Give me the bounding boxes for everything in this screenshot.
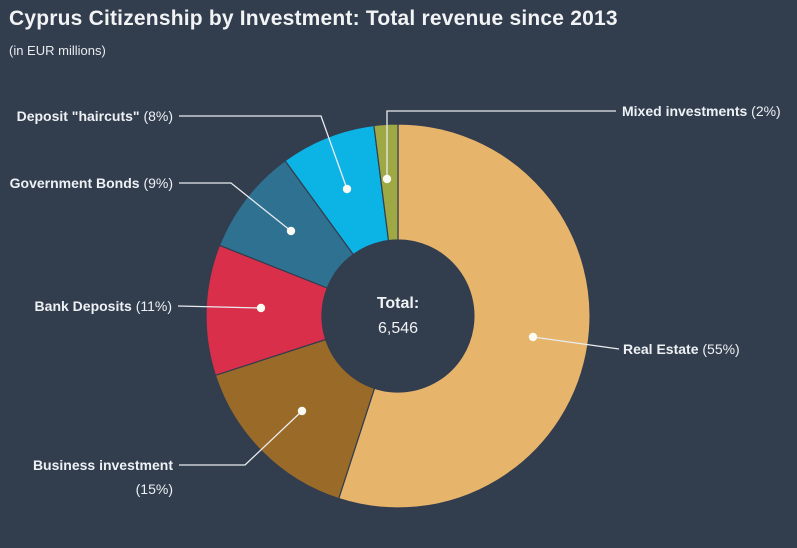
label-business-investment-pct: (15%) [135,481,173,497]
label-real-estate-name: Real Estate [623,341,699,357]
label-bank-deposits: Bank Deposits (11%) [35,297,172,315]
chart-title: Cyprus Citizenship by Investment: Total … [9,7,618,30]
callout-dot-mixed-investments [382,174,392,184]
label-business-investment-name: Business investment [32,457,173,473]
callout-dot-deposit-haircuts [342,184,352,194]
label-mixed-investments: Mixed investments (2%) [622,102,781,120]
label-mixed-investments-pct: (2%) [751,103,781,119]
callout-dot-bank-deposits [256,303,266,313]
callout-line-business-investment [179,410,303,466]
label-government-bonds-name: Government Bonds [9,175,140,191]
slice-business-investment[interactable] [214,338,376,500]
label-mixed-investments-name: Mixed investments [622,103,748,119]
callout-line-mixed-investments [386,110,616,179]
callout-line-government-bonds [179,182,292,232]
chart-subtitle: (in EUR millions) [9,43,106,58]
label-deposit-haircuts-pct: (8%) [143,108,173,124]
callout-line-bank-deposits [177,305,262,309]
callout-dot-government-bonds [286,226,296,236]
total-label: Total: [376,295,420,312]
label-government-bonds-pct: (9%) [143,175,173,191]
callout-line-real-estate [532,336,620,350]
label-government-bonds: Government Bonds (9%) [10,174,173,192]
label-business-investment: Business investment (15%) [33,453,173,501]
callout-dot-real-estate [528,332,538,342]
label-bank-deposits-pct: (11%) [135,298,172,314]
slice-real-estate[interactable] [337,123,591,509]
callout-line-deposit-haircuts [179,115,348,190]
label-deposit-haircuts: Deposit "haircuts" (8%) [17,107,173,125]
total-value: 6,546 [377,320,419,337]
donut-center-total: Total: 6,546 [318,291,478,341]
label-bank-deposits-name: Bank Deposits [34,298,132,314]
label-real-estate-pct: (55%) [702,341,740,357]
callout-dot-business-investment [297,406,307,416]
label-real-estate: Real Estate (55%) [623,340,740,358]
label-deposit-haircuts-name: Deposit "haircuts" [16,108,140,124]
